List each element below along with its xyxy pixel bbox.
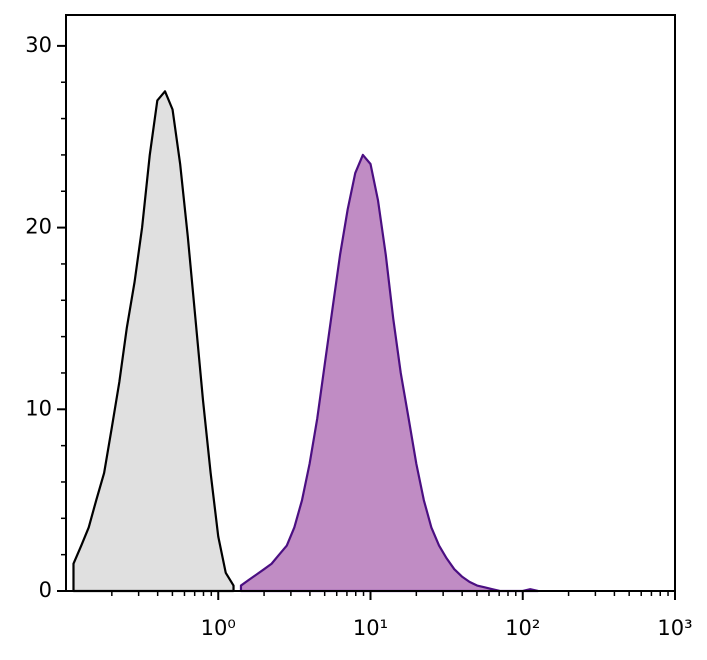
x-tick-label: 10⁰ <box>201 616 236 640</box>
histogram-area <box>72 90 235 593</box>
histogram-area <box>239 153 540 593</box>
y-tick-label: 0 <box>39 578 52 602</box>
x-tick-label: 10¹ <box>353 616 388 640</box>
x-tick-label: 10³ <box>657 616 692 640</box>
y-tick-label: 30 <box>25 33 52 57</box>
x-tick-label: 10² <box>505 616 540 640</box>
y-tick-label: 20 <box>25 215 52 239</box>
y-tick-label: 10 <box>25 396 52 420</box>
